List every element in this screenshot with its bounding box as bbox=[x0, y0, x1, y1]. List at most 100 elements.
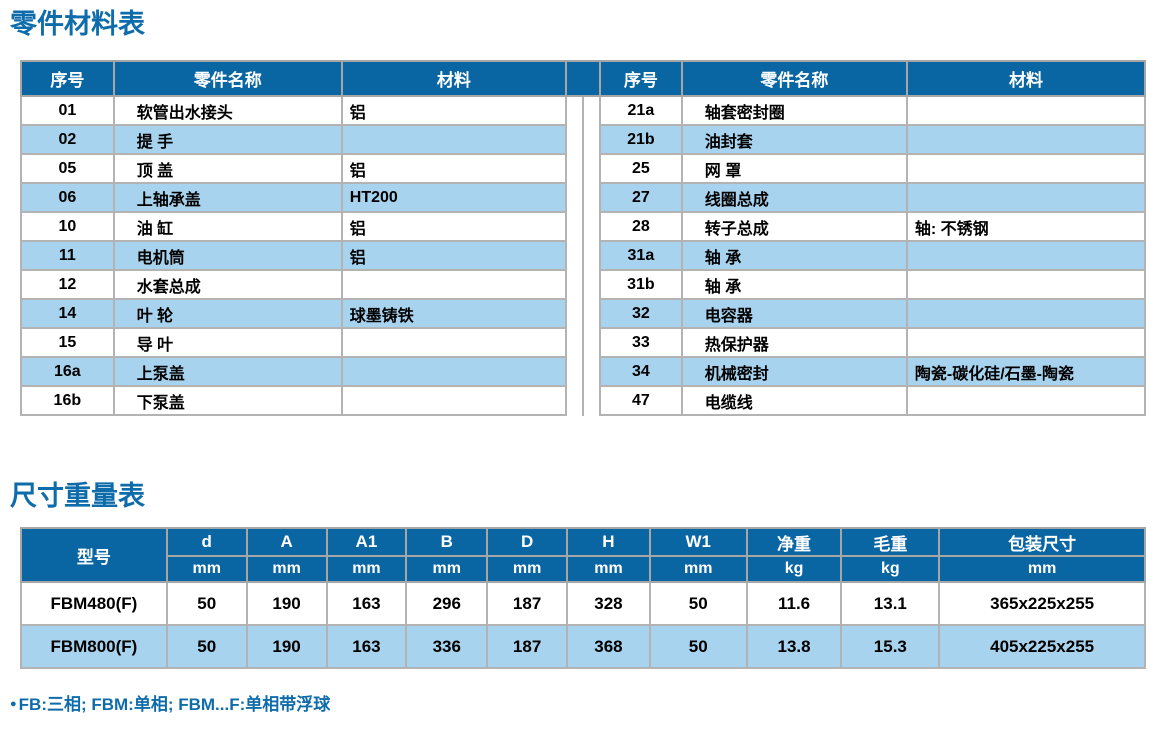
part-name: 导 叶 bbox=[112, 327, 343, 358]
dimension-row: FBM480(F) 50 190 163 296 187 328 50 11.6… bbox=[20, 581, 1146, 626]
parts-table-left: 序号 零件名称 材料 01 软管出水接头铝 02 提 手 05 顶 盖铝 06 上轴承盖… bbox=[20, 60, 568, 416]
parts-row: 32 电容器 bbox=[599, 298, 1147, 329]
parts-tables-section: 序号 零件名称 材料 01 软管出水接头铝 02 提 手 05 顶 盖铝 06 上轴承盖… bbox=[20, 60, 1147, 416]
unit-a1: mm bbox=[325, 555, 408, 583]
part-no: 21b bbox=[599, 124, 683, 155]
part-material bbox=[905, 240, 1147, 271]
value-a: 190 bbox=[245, 624, 328, 669]
col-header-net-weight: 净重 bbox=[745, 527, 843, 557]
value-net-weight: 11.6 bbox=[745, 581, 843, 626]
part-material bbox=[340, 385, 568, 416]
dims-header-units-row: mm mm mm mm mm mm mm kg kg mm bbox=[21, 555, 1146, 583]
part-material bbox=[905, 327, 1147, 358]
model-name: FBM800(F) bbox=[20, 624, 168, 669]
unit-h: mm bbox=[566, 555, 651, 583]
part-material bbox=[340, 124, 568, 155]
dimension-table: 型号 d A A1 B D H W1 净重 毛重 包装尺寸 mm mm mm m… bbox=[20, 527, 1146, 669]
parts-row: 31b 轴 承 bbox=[599, 269, 1147, 300]
parts-row: 15 导 叶 bbox=[20, 327, 568, 358]
parts-row: 12 水套总成 bbox=[20, 269, 568, 300]
part-no: 31b bbox=[599, 269, 683, 300]
parts-row: 16a 上泵盖 bbox=[20, 356, 568, 387]
dimension-table-title: 尺寸重量表 bbox=[10, 481, 145, 511]
model-name: FBM480(F) bbox=[20, 581, 168, 626]
part-name: 机械密封 bbox=[680, 356, 908, 387]
part-no: 16a bbox=[20, 356, 115, 387]
parts-table-title: 零件材料表 bbox=[10, 9, 145, 39]
part-name: 下泵盖 bbox=[112, 385, 343, 416]
col-header-model: 型号 bbox=[20, 527, 168, 583]
part-material: HT200 bbox=[340, 182, 568, 213]
part-name: 转子总成 bbox=[680, 211, 908, 242]
part-material bbox=[340, 269, 568, 300]
part-name: 上泵盖 bbox=[112, 356, 343, 387]
part-name: 提 手 bbox=[112, 124, 343, 155]
col-header-d: d bbox=[165, 527, 248, 557]
value-h: 328 bbox=[566, 581, 651, 626]
part-no: 02 bbox=[20, 124, 115, 155]
col-header-h: H bbox=[566, 527, 651, 557]
col-header-dd: D bbox=[486, 527, 569, 557]
unit-dd: mm bbox=[486, 555, 569, 583]
value-package-size: 405x225x255 bbox=[938, 624, 1146, 669]
part-no: 14 bbox=[20, 298, 115, 329]
part-material bbox=[905, 298, 1147, 329]
value-a: 190 bbox=[245, 581, 328, 626]
part-material: 铝 bbox=[340, 153, 568, 184]
part-name: 叶 轮 bbox=[112, 298, 343, 329]
unit-w1: mm bbox=[648, 555, 748, 583]
part-name: 轴 承 bbox=[680, 240, 908, 271]
unit-d: mm bbox=[165, 555, 248, 583]
col-header-b: B bbox=[405, 527, 489, 557]
part-name: 油 缸 bbox=[112, 211, 343, 242]
part-no: 34 bbox=[599, 356, 683, 387]
part-no: 10 bbox=[20, 211, 115, 242]
value-dd: 187 bbox=[486, 581, 569, 626]
parts-row: 21a 轴套密封圈 bbox=[599, 95, 1147, 126]
part-material bbox=[905, 95, 1147, 126]
value-b: 296 bbox=[405, 581, 489, 626]
part-no: 32 bbox=[599, 298, 683, 329]
value-h: 368 bbox=[566, 624, 651, 669]
value-gross-weight: 13.1 bbox=[840, 581, 941, 626]
parts-row: 11 电机筒铝 bbox=[20, 240, 568, 271]
part-name: 网 罩 bbox=[680, 153, 908, 184]
part-material: 轴: 不锈钢 bbox=[905, 211, 1147, 242]
unit-a: mm bbox=[245, 555, 328, 583]
parts-header-row: 序号 零件名称 材料 bbox=[599, 60, 1147, 97]
col-header-a1: A1 bbox=[325, 527, 408, 557]
part-material: 铝 bbox=[340, 240, 568, 271]
part-no: 28 bbox=[599, 211, 683, 242]
table-gap-spacer bbox=[567, 60, 599, 416]
parts-row: 27 线圈总成 bbox=[599, 182, 1147, 213]
col-header-no: 序号 bbox=[20, 60, 115, 97]
part-material: 铝 bbox=[340, 211, 568, 242]
part-material: 陶瓷-碳化硅/石墨-陶瓷 bbox=[905, 356, 1147, 387]
part-name: 水套总成 bbox=[112, 269, 343, 300]
part-no: 31a bbox=[599, 240, 683, 271]
part-material bbox=[905, 182, 1147, 213]
value-d: 50 bbox=[165, 581, 248, 626]
parts-row: 47 电缆线 bbox=[599, 385, 1147, 416]
part-name: 电容器 bbox=[680, 298, 908, 329]
col-header-material: 材料 bbox=[905, 60, 1147, 97]
part-name: 电缆线 bbox=[680, 385, 908, 416]
unit-b: mm bbox=[405, 555, 489, 583]
part-no: 15 bbox=[20, 327, 115, 358]
part-material bbox=[905, 385, 1147, 416]
part-material bbox=[905, 269, 1147, 300]
parts-header-row: 序号 零件名称 材料 bbox=[20, 60, 568, 97]
parts-row: 16b 下泵盖 bbox=[20, 385, 568, 416]
dims-header-labels-row: 型号 d A A1 B D H W1 净重 毛重 包装尺寸 bbox=[20, 527, 1146, 583]
parts-row: 34 机械密封 陶瓷-碳化硅/石墨-陶瓷 bbox=[599, 356, 1147, 387]
col-header-material: 材料 bbox=[340, 60, 568, 97]
parts-row: 21b 油封套 bbox=[599, 124, 1147, 155]
parts-row: 10 油 缸铝 bbox=[20, 211, 568, 242]
part-name: 电机筒 bbox=[112, 240, 343, 271]
parts-row: 05 顶 盖铝 bbox=[20, 153, 568, 184]
col-header-no: 序号 bbox=[599, 60, 683, 97]
value-w1: 50 bbox=[648, 624, 748, 669]
part-material bbox=[905, 153, 1147, 184]
part-no: 01 bbox=[20, 95, 115, 126]
unit-gross-weight: kg bbox=[840, 555, 941, 583]
